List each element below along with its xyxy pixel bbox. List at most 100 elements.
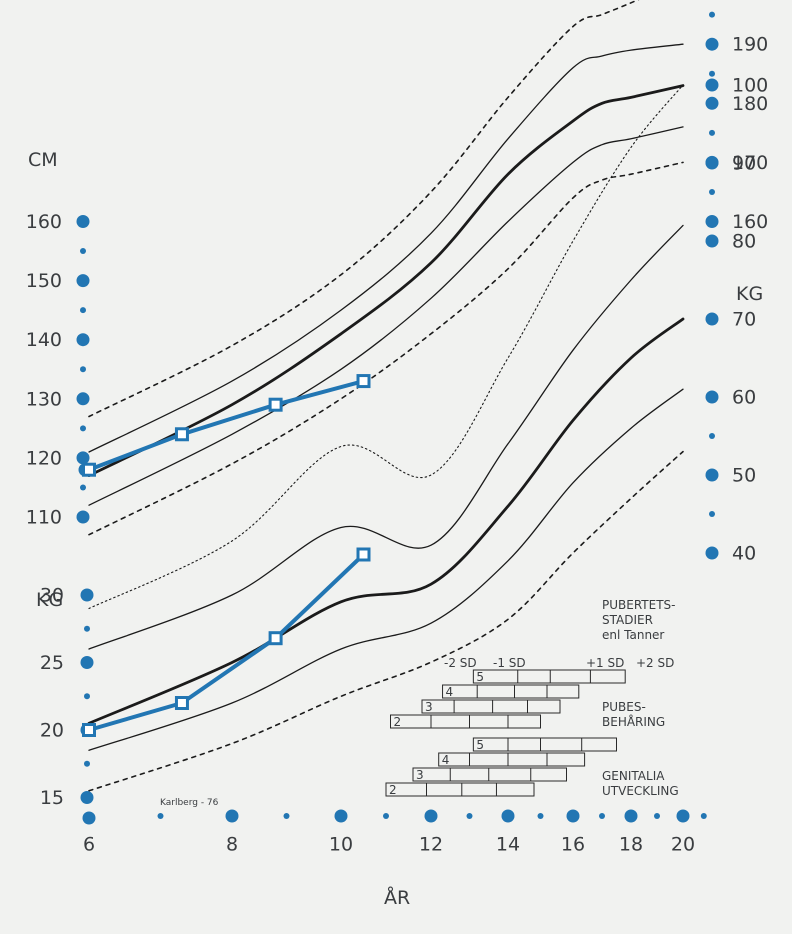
pubic-hair-stage-number: 2 <box>394 715 402 729</box>
patient-height-point <box>268 397 283 412</box>
patient-weight-point <box>268 631 283 646</box>
patient-weight-line <box>88 553 365 732</box>
patient-height-point <box>174 427 189 442</box>
height-left-minor-dot <box>80 484 86 491</box>
genitalia-stage-bar <box>385 782 535 797</box>
height-left-major-dot <box>76 333 90 347</box>
weight-right-major-dot <box>705 234 719 248</box>
weight-left-major-dot <box>82 811 96 825</box>
height-curve-sd-plus1 <box>88 43 684 453</box>
weight-right-tick-label: 70 <box>732 309 756 331</box>
age-tick-label: 14 <box>496 834 520 856</box>
age-major-dot <box>566 809 580 823</box>
weight-right-tick-label: 50 <box>732 465 756 487</box>
weight-right-tick-label: 90 <box>732 153 756 175</box>
patient-weight-point <box>82 723 96 737</box>
weight-curve-sd-minus1 <box>88 388 684 751</box>
height-curve-sd-plus2 <box>88 0 640 418</box>
sd-label-plus-1: +1 SD <box>586 656 624 670</box>
genitalia-label-line-1: GENITALIA <box>602 769 665 783</box>
height-curve-sd-minus1 <box>88 126 684 506</box>
age-major-dot <box>501 809 515 823</box>
height-unit-label: CM <box>28 149 58 171</box>
age-tick-label: 16 <box>561 834 585 856</box>
patient-series <box>82 374 371 737</box>
height-right-minor-dot <box>709 11 715 18</box>
weight-right-tick-label: 40 <box>732 543 756 565</box>
height-right-tick-label: 190 <box>732 34 768 56</box>
genitalia-stage-number: 5 <box>476 738 484 752</box>
patient-height-point <box>82 462 96 477</box>
age-tick-label: 6 <box>83 834 95 856</box>
height-left-major-dot <box>76 215 90 228</box>
weight-left-major-dot <box>80 588 94 602</box>
height-curve-sd-0 <box>87 84 685 477</box>
height-left-minor-dot <box>80 366 86 373</box>
pubic-hair-stage-number: 3 <box>425 700 433 714</box>
height-right-tick-label: 180 <box>732 93 768 115</box>
height-left-minor-dot <box>80 307 86 314</box>
weight-left-tick-label: 20 <box>40 720 64 742</box>
height-left-minor-dot <box>80 248 86 255</box>
height-left-tick-label: 110 <box>26 507 62 529</box>
genitalia-stage-number: 4 <box>442 753 450 767</box>
x-axis-label: ÅR <box>384 886 410 909</box>
genitalia-stage-bar <box>472 737 617 752</box>
axis-dots <box>76 11 719 825</box>
weight-curve-sd-0 <box>87 317 685 725</box>
weight-right-major-dot <box>705 312 719 326</box>
age-minor-dot <box>700 813 707 819</box>
weight-right-tick-label: 60 <box>732 387 756 409</box>
weight-left-minor-dot <box>84 760 90 767</box>
height-left-tick-label: 120 <box>26 447 62 469</box>
weight-right-major-dot <box>705 468 719 482</box>
sd-label-minus-1: -1 SD <box>493 656 526 670</box>
weight-right-tick-label: 80 <box>732 231 756 253</box>
weight-left-major-dot <box>80 656 94 669</box>
age-major-dot <box>424 809 438 823</box>
genitalia-stage-bar <box>412 767 567 782</box>
age-major-dot <box>676 809 690 823</box>
height-left-tick-label: 140 <box>26 329 62 351</box>
pubic-hair-stage-bar <box>421 699 561 714</box>
patient-weight-point <box>356 547 371 562</box>
percentile-curves <box>87 0 685 792</box>
height-left-tick-label: 150 <box>26 270 62 292</box>
height-right-minor-dot <box>709 70 715 77</box>
age-minor-dot <box>466 813 473 819</box>
patient-height-point <box>356 374 371 389</box>
age-major-dot <box>225 809 239 823</box>
age-major-dot <box>334 809 348 823</box>
weight-unit-right-label: KG <box>736 283 763 305</box>
patient-weight-point <box>174 696 189 710</box>
age-tick-label: 12 <box>419 834 443 856</box>
height-right-tick-label: 160 <box>732 211 768 233</box>
weight-right-major-dot <box>705 78 719 92</box>
sd-label-minus-2: -2 SD <box>444 656 477 670</box>
height-right-major-dot <box>705 37 719 51</box>
weight-left-tick-label: 15 <box>40 787 64 809</box>
pubic-hair-stage-bar <box>442 684 580 699</box>
patient-height-line <box>88 379 365 472</box>
genitalia-stage-number: 3 <box>416 768 424 782</box>
age-tick-label: 10 <box>329 834 353 856</box>
age-minor-dot <box>537 813 544 819</box>
height-left-major-dot <box>76 510 90 524</box>
weight-curve-sd-plus1 <box>88 224 684 650</box>
weight-right-minor-dot <box>709 511 715 517</box>
pubic-hair-stage-number: 5 <box>476 670 484 684</box>
height-left-tick-label: 130 <box>26 388 62 410</box>
genitalia-stage-number: 2 <box>389 783 397 797</box>
sd-label-plus-2: +2 SD <box>636 656 674 670</box>
age-minor-dot <box>383 813 389 819</box>
height-right-major-dot <box>705 215 719 228</box>
weight-right-major-dot <box>705 546 719 560</box>
age-minor-dot <box>654 813 660 819</box>
height-right-tick-label: 170 <box>732 152 768 174</box>
weight-right-major-dot <box>705 156 719 170</box>
height-right-minor-dot <box>709 188 715 195</box>
weight-left-minor-dot <box>84 693 90 700</box>
weight-right-major-dot <box>705 390 719 404</box>
